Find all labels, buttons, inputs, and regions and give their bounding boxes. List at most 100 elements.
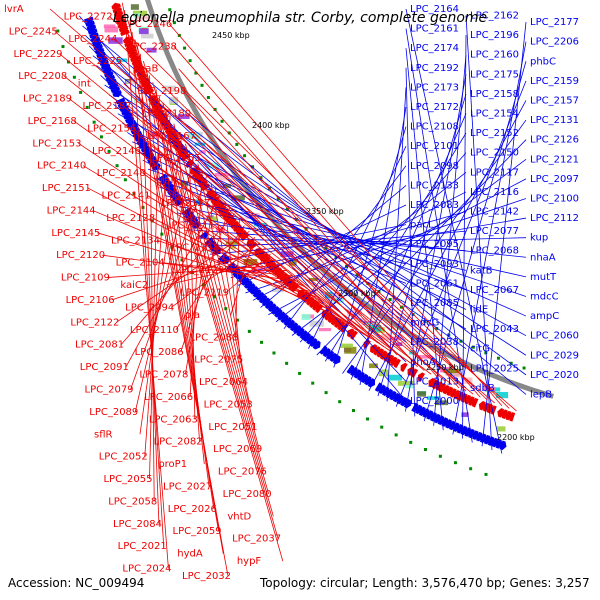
- tick-mark: [172, 21, 176, 25]
- reverse-gene-label: LPC_2208: [18, 71, 67, 82]
- tick-mark: [338, 400, 342, 404]
- feature-tile: [359, 318, 367, 322]
- forward-gene-label: LPC_2206: [530, 37, 579, 48]
- reverse-gene-arrow: [439, 383, 447, 393]
- reverse-gene-label: LPC_2151: [42, 183, 91, 194]
- forward-gene-label: LPC_2067: [470, 285, 519, 296]
- tick-mark: [260, 340, 264, 344]
- forward-leader-line: [377, 93, 467, 397]
- reverse-gene-label: LPC_2080: [223, 489, 272, 500]
- tick-mark: [56, 29, 60, 33]
- feature-tile: [461, 412, 469, 417]
- reverse-leader-line: [54, 31, 495, 404]
- forward-gene-label: LPC_2164: [410, 4, 459, 15]
- reverse-gene-label: LPC_2079: [85, 384, 134, 395]
- forward-gene-label: LPC_2098: [410, 161, 459, 172]
- map-title: Legionella pneumophila str. Corby, compl…: [113, 10, 487, 26]
- reverse-leader-line: [123, 83, 446, 382]
- reverse-leader-line: [149, 96, 160, 480]
- feature-tile: [443, 368, 460, 374]
- forward-gene-label: pacL: [410, 220, 434, 231]
- forward-gene-label: LPC_2157: [530, 95, 579, 106]
- reverse-leader-line: [142, 60, 274, 517]
- tick-mark: [409, 440, 413, 444]
- reverse-leader-line: [185, 143, 255, 427]
- feature-tile: [451, 372, 462, 378]
- reverse-gene-label: LPC_2059: [173, 526, 222, 537]
- reverse-leader-line: [224, 201, 241, 360]
- forward-gene-label: LPC_2121: [530, 154, 579, 165]
- reverse-gene-label: LPC_2021: [118, 541, 167, 552]
- tick-mark: [453, 461, 457, 465]
- reverse-gene-arrow: [111, 2, 121, 10]
- tick-mark: [394, 433, 398, 437]
- tick-mark: [92, 120, 96, 124]
- reverse-gene-label: LPC_2146: [92, 146, 141, 157]
- forward-gene-label: LPC_2192: [410, 63, 459, 74]
- reverse-leader-line: [106, 264, 282, 278]
- forward-leader-line: [405, 48, 444, 431]
- reverse-gene-arrow: [457, 391, 464, 402]
- forward-gene-label: LPC_2133: [410, 180, 459, 191]
- feature-tile: [125, 80, 137, 84]
- feature-tile: [139, 28, 149, 35]
- reverse-gene-label: traK: [156, 176, 177, 187]
- reverse-leader-line: [121, 2, 229, 577]
- reverse-gene-arrow: [460, 393, 468, 403]
- reverse-leader-line: [134, 39, 279, 539]
- reverse-gene-label: LPC_2032: [182, 571, 231, 582]
- reverse-gene-label: LPC_2111: [166, 220, 215, 231]
- reverse-gene-label: LPC_2153: [32, 138, 81, 149]
- reverse-leader-line: [147, 195, 347, 322]
- reverse-gene-label: LPC_2122: [70, 317, 119, 328]
- tick-mark: [243, 154, 247, 158]
- tick-mark: [355, 273, 359, 277]
- reverse-leader-line: [126, 17, 284, 562]
- reverse-gene-label: LPC_2076: [218, 467, 267, 478]
- forward-leader-line: [245, 198, 527, 294]
- tick-mark: [115, 164, 119, 168]
- reverse-gene-label: LPC_2037: [232, 534, 281, 545]
- feature-tile: [168, 96, 179, 104]
- forward-gene-label: citG: [470, 344, 490, 355]
- forward-gene-label: LPC_2150: [470, 148, 519, 159]
- feature-tile: [308, 277, 318, 282]
- forward-gene-label: LPC_2068: [470, 246, 519, 257]
- reverse-gene-label: int: [78, 79, 91, 90]
- tick-mark: [183, 46, 187, 50]
- reverse-leader-line: [178, 68, 460, 389]
- reverse-gene-arrow: [442, 384, 450, 395]
- reverse-gene-label: LPC_2155: [152, 153, 201, 164]
- forward-gene-label: kup: [530, 233, 548, 244]
- tick-mark: [180, 258, 184, 262]
- feature-tile: [146, 47, 157, 53]
- reverse-leader-line: [168, 23, 503, 406]
- forward-gene-label: LPC_2142: [470, 207, 519, 218]
- tick-mark: [66, 60, 70, 64]
- tick-mark: [170, 245, 174, 249]
- reverse-gene-arrow: [428, 377, 436, 388]
- forward-gene-label: nhaA: [530, 252, 556, 263]
- tick-mark: [72, 75, 76, 79]
- forward-gene-arrow: [367, 378, 376, 388]
- reverse-gene-arrow: [113, 10, 124, 18]
- tick-mark: [85, 105, 89, 109]
- forward-gene-label: LPC_2126: [530, 135, 579, 146]
- tick-mark: [423, 447, 427, 451]
- tick-mark: [366, 417, 370, 421]
- forward-gene-label: LPC_2108: [410, 122, 459, 133]
- scale-label: 2350 kbp: [306, 207, 344, 216]
- tick-mark: [471, 345, 475, 349]
- forward-gene-label: LPC_2173: [410, 82, 459, 93]
- reverse-gene-label: LPC_2052: [99, 452, 148, 463]
- forward-leader-line: [299, 152, 467, 343]
- forward-gene-label: LPC_2095: [410, 239, 459, 250]
- feature-tile: [301, 313, 311, 320]
- reverse-gene-label: LPC_2189: [23, 94, 72, 105]
- forward-leader-line: [230, 211, 467, 279]
- feature-tile: [199, 150, 206, 154]
- forward-leader-line: [405, 28, 473, 443]
- reverse-gene-label: LPC_2106: [66, 295, 115, 306]
- scale-label: 2400 kbp: [252, 121, 290, 130]
